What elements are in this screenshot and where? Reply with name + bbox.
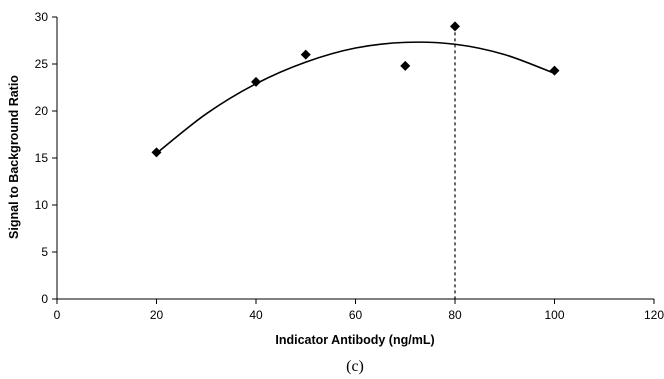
axes <box>56 17 654 300</box>
trendline <box>156 41 555 154</box>
figure-caption: (c) <box>346 358 364 375</box>
x-tick-label: 20 <box>150 308 164 322</box>
y-tick-label: 0 <box>41 292 48 306</box>
x-tick-label: 40 <box>249 308 263 322</box>
data-point <box>300 49 311 60</box>
data-point <box>151 147 162 158</box>
y-tick-label: 30 <box>35 10 49 24</box>
y-axis-ticks: 0 5 10 15 20 25 30 <box>35 10 57 306</box>
data-point <box>251 76 261 87</box>
data-point <box>549 65 560 76</box>
data-point <box>400 60 411 71</box>
y-tick-label: 20 <box>35 104 49 118</box>
plot-area <box>151 21 560 299</box>
x-tick-label: 120 <box>644 308 664 322</box>
x-tick-label: 60 <box>349 308 363 322</box>
y-tick-label: 10 <box>35 198 49 212</box>
x-tick-label: 100 <box>544 308 564 322</box>
y-tick-label: 15 <box>35 151 49 165</box>
y-axis-title: Signal to Background Ratio <box>7 75 21 239</box>
x-axis-title: Indicator Antibody (ng/mL) <box>275 333 434 347</box>
y-tick-label: 25 <box>35 57 49 71</box>
data-point <box>450 21 460 32</box>
x-tick-label: 0 <box>54 308 61 322</box>
x-axis-ticks: 0 20 40 60 80 100 120 <box>54 299 664 322</box>
y-tick-label: 5 <box>41 245 48 259</box>
x-tick-label: 80 <box>448 308 462 322</box>
